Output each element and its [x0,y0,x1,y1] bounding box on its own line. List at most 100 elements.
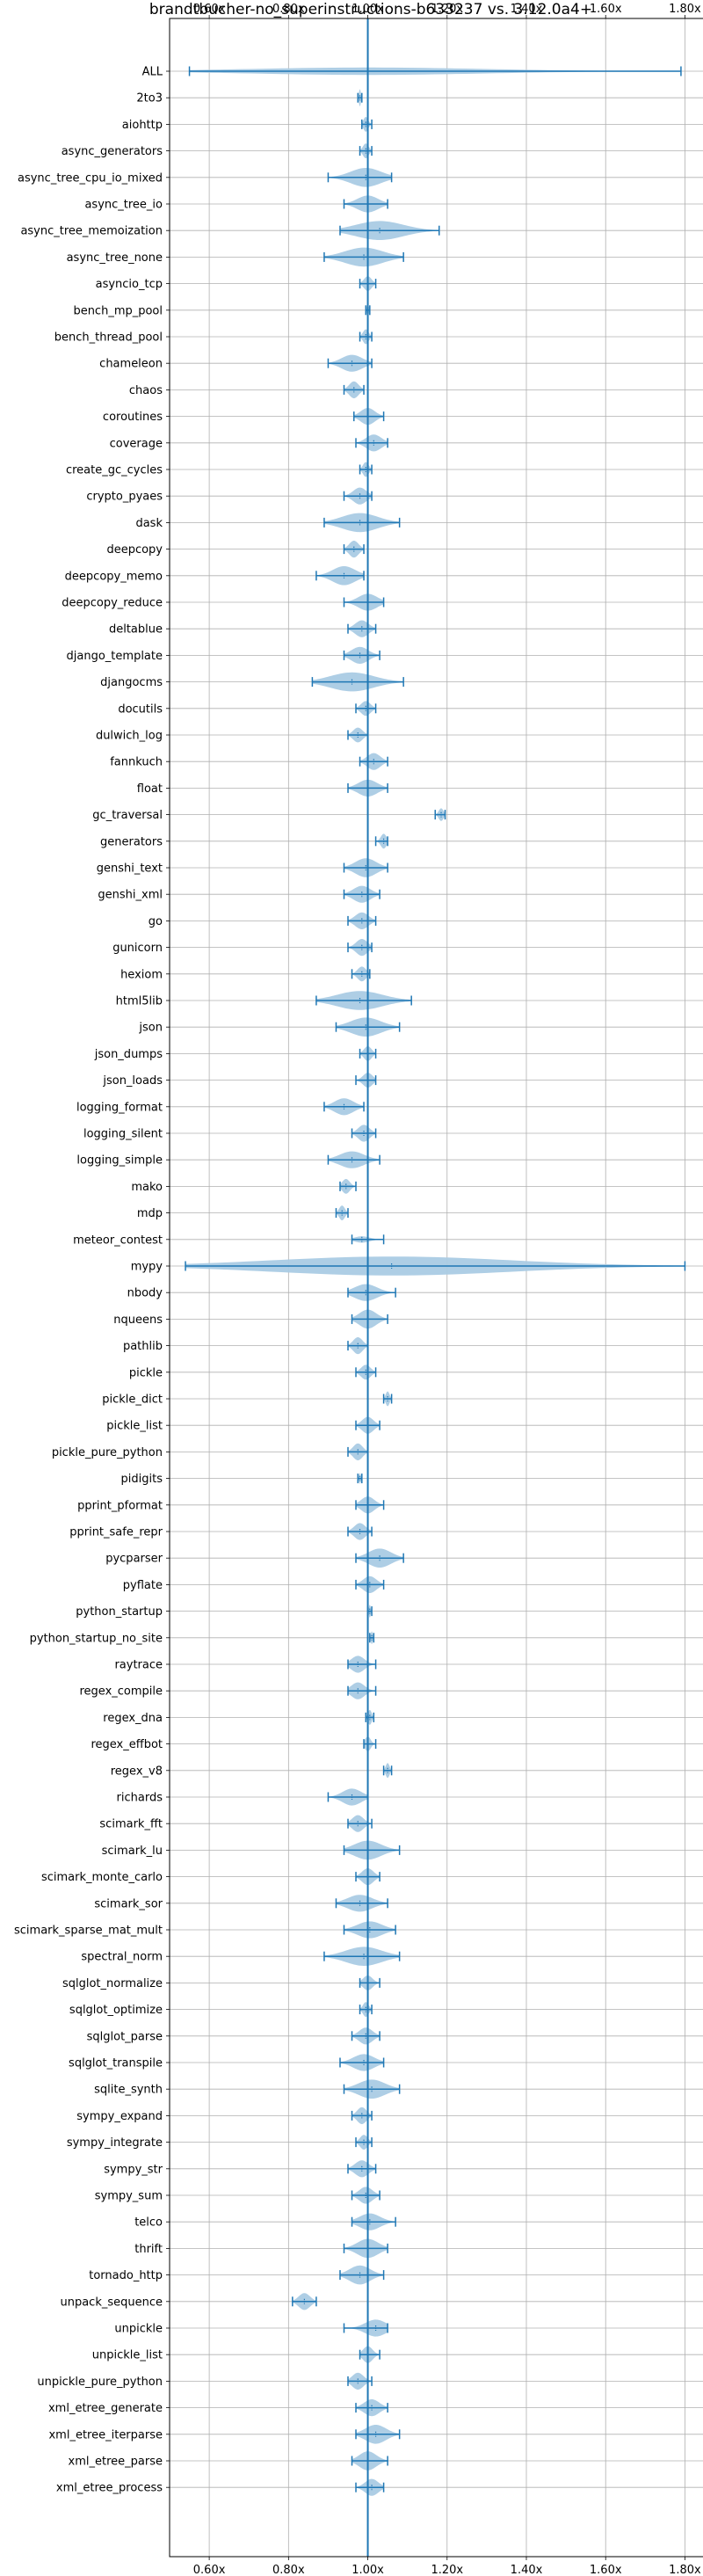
y-tick-label: mako [131,1181,163,1194]
x-tick-label-bottom: 1.40x [511,2564,543,2576]
y-tick-label: nbody [127,1287,163,1300]
y-tick-label: dulwich_log [96,730,163,743]
y-tick-label: xml_etree_generate [48,2402,163,2415]
x-tick-label-top: 0.60x [193,3,226,16]
y-tick-label: bench_mp_pool [73,304,163,317]
y-tick-label: async_tree_io [84,199,163,212]
y-tick-label: sqlglot_normalize [62,1977,163,1990]
y-tick-label: mypy [131,1261,163,1274]
y-tick-label: docutils [118,702,163,716]
y-tick-label: async_generators [62,145,163,158]
y-tick-label: go [149,915,163,928]
y-tick-label: richards [117,1792,163,1805]
y-tick-label: scimark_lu [102,1845,163,1858]
y-tick-label: pickle [129,1366,163,1379]
y-tick-label: scimark_sparse_mat_mult [14,1925,163,1938]
y-tick-label: xml_etree_iterparse [48,2428,163,2441]
y-tick-label: genshi_text [97,862,163,876]
y-tick-label: html5lib [116,995,163,1008]
y-tick-label: gunicorn [112,942,163,955]
y-tick-label: pprint_safe_repr [69,1526,163,1539]
y-tick-label: sqlglot_parse [87,2030,163,2043]
y-tick-label: async_tree_none [67,251,163,265]
y-tick-label: gc_traversal [92,809,163,822]
y-tick-label: deepcopy_memo [65,570,163,583]
y-tick-label: 2to3 [136,92,163,106]
x-tick-label-bottom: 0.80x [272,2564,305,2576]
y-tick-label: scimark_fft [99,1818,163,1831]
y-tick-label: sympy_expand [76,2110,163,2123]
y-tick-label: meteor_contest [73,1233,163,1247]
y-tick-label: aiohttp [122,119,163,132]
y-tick-label: fannkuch [110,756,163,769]
y-tick-label: regex_v8 [111,1765,163,1778]
grid-lines [170,18,703,2557]
y-tick-label: pidigits [121,1473,163,1486]
x-tick-label-bottom: 0.60x [193,2564,226,2576]
y-tick-label: unpickle_pure_python [37,2376,163,2389]
y-tick-label: ALL [142,66,163,79]
y-tick-label: chaos [129,384,163,397]
y-tick-label: json_loads [102,1074,163,1088]
y-tick-label: bench_thread_pool [54,331,163,345]
y-tick-label: hexiom [120,968,163,981]
y-tick-label: spectral_norm [81,1951,163,1964]
y-tick-label: python_startup_no_site [30,1632,163,1645]
violins [185,66,686,2496]
y-tick-label: json_dumps [94,1048,163,1061]
y-tick-label: sympy_integrate [67,2136,163,2150]
y-tick-label: logging_format [76,1101,163,1114]
y-tick-label: pathlib [123,1340,163,1353]
y-tick-label: unpack_sequence [60,2296,163,2309]
y-tick-label: float [137,782,163,796]
chart-title: brandtbucher-no_superinstructions-b63323… [149,1,592,18]
y-tick-label: mdp [137,1207,163,1220]
plot-background [170,18,703,2557]
y-tick-label: pickle_dict [102,1394,163,1407]
y-tick-label: coroutines [103,411,163,424]
y-tick-label: pickle_list [106,1420,163,1433]
y-tick-label: async_tree_cpu_io_mixed [18,171,163,185]
y-tick-label: pycparser [105,1553,163,1566]
y-tick-label: logging_silent [83,1128,163,1141]
y-tick-label: crypto_pyaes [86,491,163,504]
y-tick-label: sympy_str [104,2163,163,2176]
y-tick-label: sqlite_synth [94,2084,163,2097]
x-axis-ticks: 0.60x 0.60x 0.80x 0.80x 1.00x 1.00x 1.20x 1.20x… [193,3,701,2576]
y-axis-ticks: ALL 2to3 aiohttp async_generators async_tree… [14,66,170,2495]
y-tick-label: deltablue [109,623,163,637]
y-tick-label: pprint_pformat [77,1499,163,1512]
y-tick-label: chameleon [99,358,163,371]
y-tick-label: pyflate [123,1579,163,1592]
y-tick-label: nqueens [113,1313,163,1327]
y-tick-label: deepcopy [106,543,163,557]
y-tick-label: unpickle [114,2323,163,2336]
y-tick-label: thrift [134,2243,163,2256]
y-tick-label: regex_dna [103,1712,163,1725]
y-tick-label: regex_effbot [91,1738,163,1751]
y-tick-label: telco [134,2216,163,2230]
y-tick-label: sympy_sum [95,2190,163,2203]
y-tick-label: python_startup [76,1605,163,1619]
y-tick-label: logging_simple [76,1154,163,1168]
y-tick-label: coverage [110,437,163,450]
y-tick-label: deepcopy_reduce [62,597,163,610]
x-tick-label-bottom: 1.80x [669,2564,701,2576]
x-tick-label-bottom: 1.00x [352,2564,384,2576]
y-tick-label: tornado_http [89,2269,163,2282]
x-tick-label-top: 1.00x [352,3,384,16]
y-tick-label: regex_compile [79,1685,163,1699]
y-tick-label: create_gc_cycles [66,464,163,477]
y-tick-label: genshi_xml [98,889,163,902]
y-tick-label: generators [100,835,163,848]
y-tick-label: asyncio_tcp [96,278,163,291]
y-tick-label: sqlglot_optimize [69,2004,163,2017]
x-tick-label-top: 1.60x [590,3,622,16]
y-tick-label: xml_etree_process [56,2482,163,2495]
y-tick-label: xml_etree_parse [69,2456,163,2469]
y-tick-label: sqlglot_transpile [69,2057,163,2070]
x-tick-label-top: 1.40x [511,3,543,16]
y-tick-label: raytrace [114,1659,163,1672]
y-tick-label: scimark_sor [94,1897,163,1910]
